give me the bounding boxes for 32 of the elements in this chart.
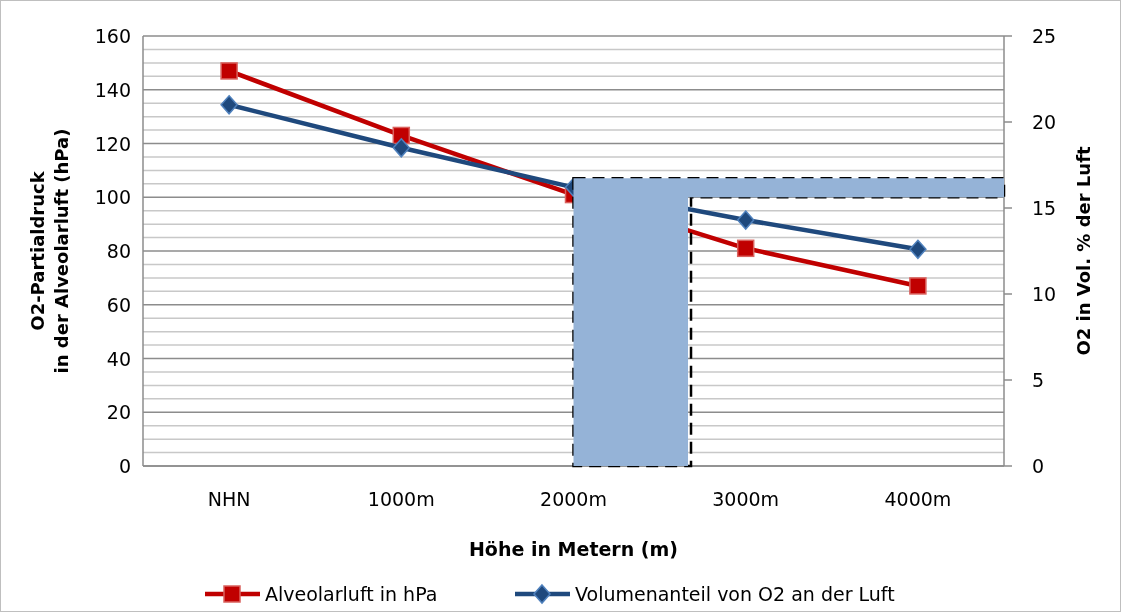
y2-tick-label: 10 xyxy=(1032,283,1057,305)
y2-axis-title: O2 in Vol. % der Luft xyxy=(1073,146,1094,356)
point xyxy=(909,239,927,260)
y-tick-label: 0 xyxy=(118,455,131,477)
legend-label: Volumenanteil von O2 an der Luft xyxy=(575,583,895,605)
point xyxy=(220,62,238,80)
y2-tick-label: 0 xyxy=(1032,455,1045,477)
y2-tick-label: 5 xyxy=(1032,369,1045,391)
y-tick-label: 40 xyxy=(106,347,131,370)
x-tick-label: NHN xyxy=(207,488,251,510)
x-tick-label: 1000m xyxy=(367,488,435,510)
y2-tick-label: 15 xyxy=(1032,197,1057,219)
x-tick-label: 4000m xyxy=(884,488,952,510)
y-tick-label: 160 xyxy=(94,25,131,47)
point xyxy=(736,239,755,258)
y-tick-label: 60 xyxy=(106,293,131,316)
y-tick-label: 80 xyxy=(106,240,131,262)
legend-label: Alveolarluft in hPa xyxy=(265,583,438,605)
x-axis-title: Höhe in Metern (m) xyxy=(468,538,679,560)
y-tick-label: 140 xyxy=(94,78,131,101)
y2-tick-label: 25 xyxy=(1032,25,1057,47)
point xyxy=(392,138,411,158)
point xyxy=(220,95,238,115)
x-tick-label: 3000m xyxy=(712,488,780,510)
x-tick-label: 2000m xyxy=(540,488,607,510)
y-tick-label: 120 xyxy=(94,132,131,155)
y-tick-label: 20 xyxy=(106,401,131,424)
point xyxy=(736,210,755,230)
y2-tick-label: 20 xyxy=(1032,111,1057,133)
y-tick-label: 100 xyxy=(94,186,131,209)
y-axis-title: O2-Partialdruck in der Alveolarluft (hPa) xyxy=(27,128,72,374)
point xyxy=(909,277,927,295)
